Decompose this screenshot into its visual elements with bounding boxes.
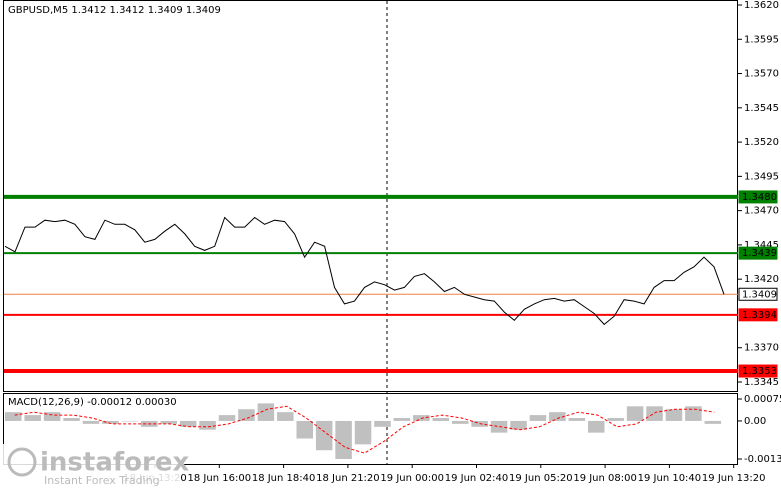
- macd-bar: [218, 415, 236, 421]
- macd-bar: [238, 409, 255, 421]
- level-label-box: [738, 246, 778, 260]
- level-label-box: [738, 190, 778, 204]
- x-tick-label: 19 Jun 00:00: [380, 473, 444, 484]
- macd-bar: [646, 406, 663, 421]
- y-tick-label: 1.3495: [744, 171, 779, 182]
- x-tick-label: 19 Jun 08:00: [573, 473, 637, 484]
- level-label: 1.3353: [742, 366, 777, 377]
- macd-bar: [451, 420, 469, 424]
- y-tick-label: 1.3595: [744, 34, 779, 45]
- y2-tick-label: 0.00: [744, 416, 766, 427]
- y2-tick-label: -0.0013: [744, 454, 781, 465]
- x-tick-label: 18 Jun 16:00: [188, 473, 252, 484]
- macd-bar: [102, 420, 119, 424]
- macd-frame: [3, 393, 738, 465]
- macd-bar: [393, 418, 411, 421]
- chart-title: GBPUSD,M5 1.3412 1.3412 1.3409 1.3409: [8, 5, 221, 16]
- y-tick-label: 1.3370: [744, 343, 779, 354]
- x-tick-label: 18 Jun 18:40: [252, 473, 316, 484]
- macd-bar: [685, 406, 702, 421]
- macd-bar: [179, 420, 197, 427]
- logo-tagline: Instant Forex Trading: [44, 474, 160, 487]
- y-tick-label: 1.3445: [744, 240, 779, 251]
- macd-bar: [607, 418, 624, 421]
- x-tick-label: 18 Jun 21:20: [316, 473, 380, 484]
- macd-bar: [160, 420, 177, 424]
- y-tick-label: 1.3470: [744, 206, 779, 217]
- macd-bar: [568, 418, 586, 421]
- macd-bar: [63, 418, 80, 421]
- level-label-box: [738, 308, 778, 322]
- logo-icon: [7, 447, 37, 477]
- level-label: 1.3439: [742, 248, 777, 259]
- level-label: 1.3394: [742, 310, 777, 321]
- y-tick-label: 1.3620: [744, 0, 779, 11]
- x-tick-label: 19 Jun 10:40: [638, 473, 702, 484]
- macd-bar: [413, 415, 430, 421]
- level-label-box: [738, 287, 778, 301]
- macd-bar: [587, 420, 605, 433]
- level-label-box: [738, 364, 778, 378]
- macd-bar: [24, 415, 41, 421]
- macd-bar: [121, 420, 139, 422]
- macd-signal: [14, 405, 715, 454]
- y-tick-label: 1.3570: [744, 69, 779, 80]
- macd-bar: [277, 412, 294, 421]
- macd-bar: [199, 420, 216, 430]
- x-tick-label: 19 Jun 02:40: [445, 473, 509, 484]
- macd-bar: [315, 420, 333, 451]
- y2-tick-label: 0.00075: [744, 394, 781, 405]
- level-label: 1.3409: [742, 289, 777, 300]
- macd-bar: [296, 420, 314, 439]
- macd-bar: [5, 412, 22, 421]
- macd-bar: [549, 412, 566, 421]
- macd-bar: [257, 403, 275, 421]
- macd-title: MACD(12,26,9) -0.00012 0.00030: [8, 397, 177, 408]
- macd-bar: [704, 420, 722, 424]
- macd-bar: [335, 420, 352, 459]
- macd-bar: [374, 420, 391, 427]
- logo-name: instaforex: [40, 448, 190, 478]
- level-label: 1.3480: [742, 192, 777, 203]
- y-tick-label: 1.3345: [744, 377, 779, 388]
- y-tick-label: 1.3420: [744, 274, 779, 285]
- macd-bar: [490, 420, 508, 433]
- macd-bar: [43, 412, 61, 421]
- y-tick-label: 1.3545: [744, 103, 779, 114]
- macd-bar: [626, 406, 644, 421]
- macd-bar: [82, 420, 100, 424]
- y-tick-label: 1.3520: [744, 137, 779, 148]
- macd-bar: [354, 420, 372, 445]
- macd-bar: [665, 409, 683, 421]
- x-tick-label: 19 Jun 05:20: [509, 473, 573, 484]
- macd-bar: [510, 420, 527, 430]
- x-tick-label: 19 Jun 13:20: [702, 473, 766, 484]
- macd-bar: [529, 415, 547, 421]
- price-line: [4, 216, 725, 326]
- macd-bar: [432, 418, 450, 421]
